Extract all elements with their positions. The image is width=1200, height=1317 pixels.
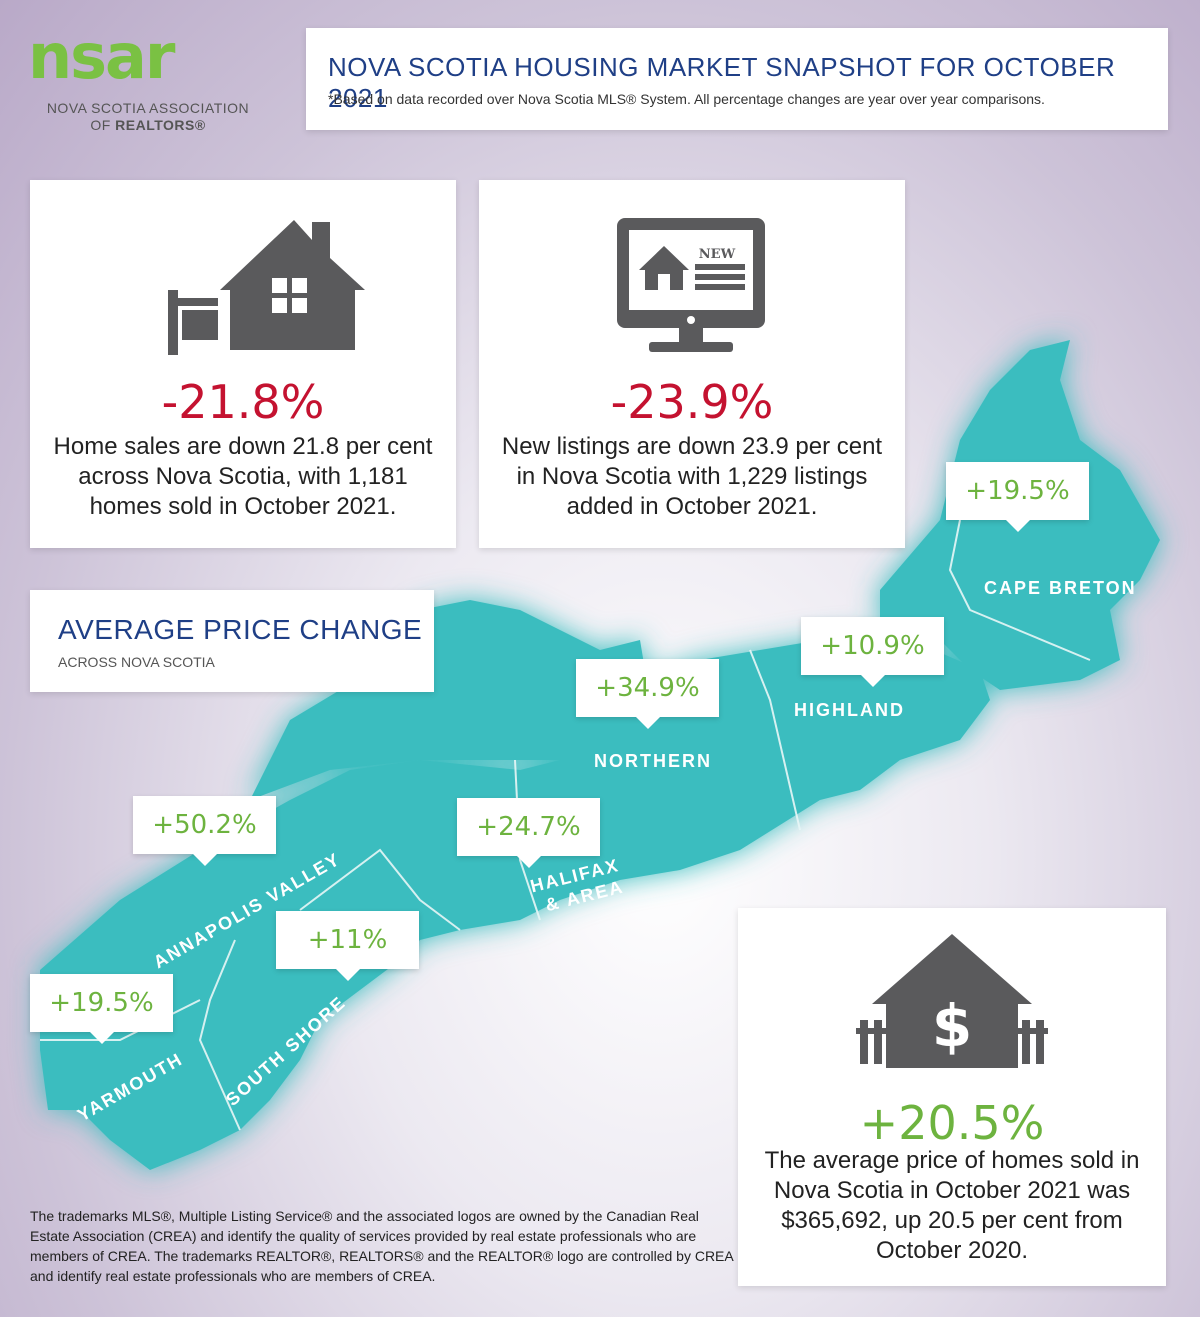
average-price-change: +20.5% [859, 1096, 1045, 1150]
house-for-sale-icon [168, 220, 365, 355]
average-price-title: AVERAGE PRICE CHANGE [58, 614, 423, 645]
home-sales-card: -21.8% Home sales are down 21.8 per cent… [30, 180, 456, 548]
home-sales-text: Home sales are down 21.8 per cent across… [53, 433, 433, 520]
house-dollar-icon: $ [856, 934, 1048, 1068]
region-label-highland: HIGHLAND [794, 700, 905, 720]
page-subtitle: *Based on data recorded over Nova Scotia… [328, 91, 1045, 107]
northern-shore [250, 600, 650, 800]
new-listings-text: New listings are down 23.9 per cent in N… [501, 433, 883, 520]
new-listings-change: -23.9% [610, 375, 774, 429]
callout-annapolis-valley: +50.2% [133, 796, 276, 866]
callout-south-shore: +11% [276, 911, 419, 981]
logo-line1: NOVA SCOTIA ASSOCIATION [46, 100, 250, 116]
title-card: NOVA SCOTIA HOUSING MARKET SNAPSHOT FOR … [306, 28, 1168, 130]
region-label-northern: NORTHERN [594, 751, 712, 771]
home-sales-change: -21.8% [161, 375, 325, 429]
monitor-badge: NEW [699, 247, 736, 262]
region-label-cape-breton: CAPE BRETON [984, 578, 1137, 598]
callout-halifax: +24.7% [457, 798, 600, 868]
logo-line2: OF REALTORS® [90, 117, 206, 133]
trademark-footnote: The trademarks MLS®, Multiple Listing Se… [30, 1208, 733, 1284]
mainland-shape [40, 635, 990, 1170]
callout-northern: +34.9% [576, 659, 719, 729]
logo-mark: nsar [28, 20, 175, 93]
nsar-logo: nsar NOVA SCOTIA ASSOCIATION OF REALTORS… [28, 22, 268, 142]
new-listings-card: NEW -23.9% New listings are down 23.9 pe… [479, 180, 905, 548]
callout-cape-breton: +19.5% [946, 462, 1089, 532]
average-price-change-card: AVERAGE PRICE CHANGE ACROSS NOVA SCOTIA [30, 590, 434, 692]
svg-text:$: $ [932, 992, 972, 1060]
new-listing-monitor-icon: NEW [617, 218, 765, 352]
average-price-card: $ +20.5% The average price of homes sold… [738, 908, 1166, 1286]
average-price-subtitle: ACROSS NOVA SCOTIA [58, 654, 215, 670]
logo-name: NOVA SCOTIA ASSOCIATION OF REALTORS® [28, 100, 268, 134]
callout-yarmouth: +19.5% [30, 974, 173, 1044]
average-price-text: The average price of homes sold in Nova … [764, 1147, 1140, 1264]
page-title: NOVA SCOTIA HOUSING MARKET SNAPSHOT FOR … [328, 52, 1116, 113]
callout-highland: +10.9% [801, 617, 944, 687]
